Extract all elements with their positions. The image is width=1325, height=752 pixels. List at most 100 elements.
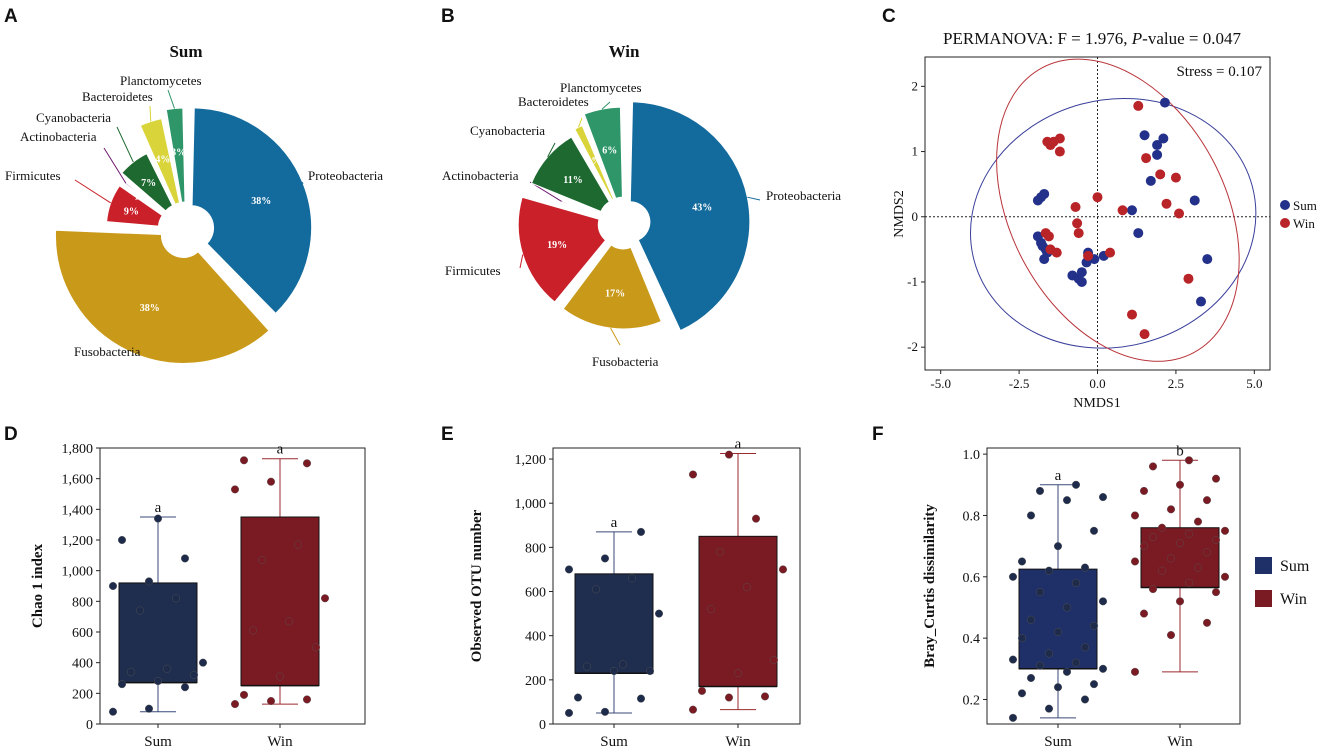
pie-chart-sum: Sum 38% Proteobacteria 38% Fusobacteria 9% Fir…	[5, 42, 383, 364]
data-point	[267, 697, 276, 706]
title-part: -value = 0.047	[1142, 29, 1241, 48]
data-point	[239, 456, 248, 465]
legend-swatch-win	[1255, 590, 1272, 607]
pie-pct-label: 38%	[251, 196, 271, 207]
data-point	[1053, 542, 1062, 551]
significance-letter: b	[1176, 443, 1184, 459]
data-point	[230, 700, 239, 709]
point-win	[1141, 153, 1152, 164]
data-point	[725, 693, 734, 702]
panel-label-b: B	[441, 6, 455, 27]
data-point	[646, 667, 655, 676]
y-tick-label: -1	[907, 274, 918, 289]
point-win	[1139, 329, 1150, 340]
data-point	[276, 672, 285, 681]
data-point	[321, 594, 330, 603]
pie-leader-line	[74, 179, 111, 204]
pie-slice-bacteroidetes	[574, 124, 615, 201]
data-point	[1009, 713, 1018, 722]
data-point	[1035, 486, 1044, 495]
pie-name-label: Planctomycetes	[560, 80, 642, 95]
data-point	[689, 470, 698, 479]
pie-slice-firmicutes	[106, 185, 163, 227]
y-tick-label: 800	[525, 541, 546, 556]
pie-slice-firmicutes	[517, 196, 607, 303]
point-sum	[1032, 195, 1043, 206]
y-tick-label: 1,200	[62, 534, 94, 549]
data-point	[180, 683, 189, 692]
pie-slice-proteobacteria	[629, 101, 751, 332]
y-tick-label: 1,000	[62, 565, 94, 580]
point-sum	[1036, 237, 1047, 248]
y-tick-label: 1	[912, 144, 919, 159]
y-tick-label: 0.2	[963, 693, 981, 708]
data-point	[162, 664, 171, 673]
data-point	[592, 585, 601, 594]
data-point	[761, 692, 770, 701]
pie-name-label: Fusobacteria	[74, 344, 141, 359]
data-point	[1089, 680, 1098, 689]
y-tick-label: 0	[86, 718, 93, 733]
data-point	[743, 583, 752, 592]
pie-name-label: Actinobacteria	[442, 168, 519, 183]
data-point	[312, 643, 321, 652]
point-win	[1170, 172, 1181, 183]
plot-frame	[99, 447, 366, 725]
pie-slice-fusobacteria	[562, 244, 662, 330]
data-point	[1211, 536, 1220, 545]
point-win	[1054, 133, 1065, 144]
pie-name-label: Cyanobacteria	[470, 123, 545, 138]
pie-pct-label: 1%	[569, 203, 584, 214]
pie-chart-win: Win 43% Proteobacteria 17% Fusobacteria 19% Fi…	[442, 42, 841, 369]
data-point	[180, 554, 189, 563]
point-sum	[1202, 254, 1213, 265]
data-point	[1080, 563, 1089, 572]
data-point	[628, 574, 637, 583]
data-point	[1053, 628, 1062, 637]
x-tick-label: -5.0	[930, 376, 951, 391]
pie-slice-fusobacteria	[55, 229, 270, 364]
data-point	[1018, 634, 1027, 643]
pie-name-label: Fusobacteria	[592, 354, 659, 369]
data-point	[144, 577, 153, 586]
point-sum	[1127, 205, 1137, 216]
data-point	[1026, 511, 1035, 520]
y-tick-label: 1,200	[515, 453, 547, 468]
data-point	[189, 670, 198, 679]
x-tick-label: Sum	[600, 734, 628, 750]
y-tick-label: 0.6	[963, 571, 981, 586]
pie-pct-label: 11%	[563, 175, 582, 186]
pie-leader-line	[547, 142, 556, 158]
significance-letter: a	[611, 515, 618, 531]
legend-label: Win	[1293, 216, 1315, 231]
data-point	[171, 594, 180, 603]
data-point	[248, 626, 257, 635]
data-point	[1148, 462, 1157, 471]
data-point	[565, 708, 574, 717]
panel-label-a: A	[4, 6, 18, 27]
point-win	[1161, 198, 1172, 209]
pie-pct-label: 4%	[155, 155, 170, 166]
pie-leader-line	[519, 254, 524, 269]
data-point	[198, 658, 207, 667]
ellipse-win	[996, 58, 1240, 362]
data-point	[153, 514, 162, 523]
pie-leader-line	[167, 89, 175, 109]
data-point	[1211, 474, 1220, 483]
stress-label: Stress = 0.107	[1176, 64, 1262, 80]
y-tick-label: 0.8	[963, 509, 981, 524]
y-tick-label: 400	[525, 630, 546, 645]
pie-name-label: Cyanobacteria	[36, 110, 111, 125]
x-tick-label: Sum	[144, 734, 172, 750]
data-point	[1089, 526, 1098, 535]
pie-leader-line	[116, 126, 134, 163]
pie-pct-label: 6%	[602, 145, 617, 156]
box-win	[240, 516, 320, 687]
data-point	[1166, 631, 1175, 640]
y-tick-label: 200	[72, 687, 93, 702]
pie-slice-cyanobacteria	[121, 152, 174, 212]
pie-slice-actinobacteria	[560, 200, 601, 216]
y-tick-label: 1,400	[62, 503, 94, 518]
y-tick-label: 1,600	[62, 473, 94, 488]
data-point	[619, 660, 628, 669]
